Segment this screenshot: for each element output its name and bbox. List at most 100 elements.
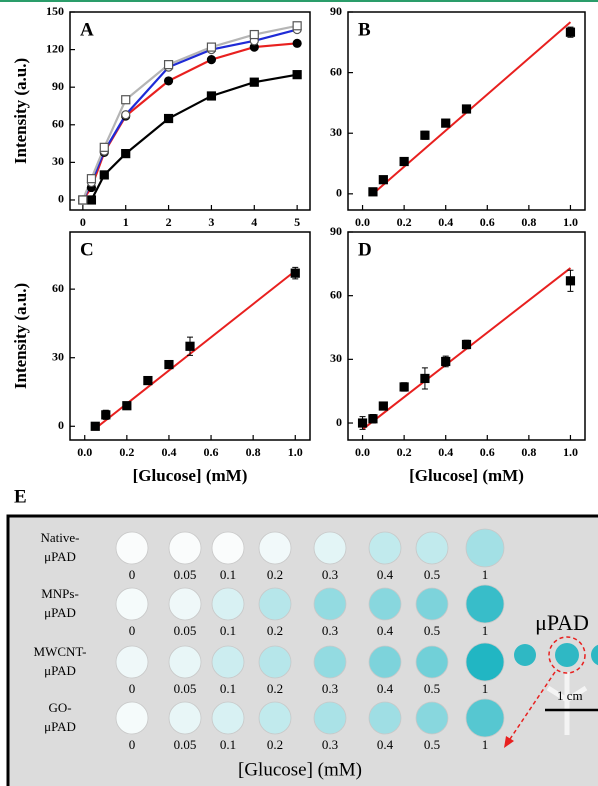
plot-frame bbox=[69, 11, 311, 211]
test-zone bbox=[115, 645, 149, 679]
test-zone bbox=[368, 701, 402, 735]
concentration-label: 0.3 bbox=[322, 681, 338, 696]
data-point bbox=[206, 55, 217, 65]
data-point bbox=[357, 418, 368, 428]
test-zone bbox=[415, 701, 449, 735]
data-point bbox=[292, 38, 302, 48]
test-zone bbox=[168, 587, 202, 621]
data-point bbox=[290, 268, 300, 278]
x-tick-label: 5 bbox=[294, 215, 300, 229]
device-channels bbox=[546, 672, 588, 735]
y-tick-label: 150 bbox=[46, 4, 64, 18]
plot-frame bbox=[69, 231, 311, 441]
x-tick-label: 1.0 bbox=[563, 215, 578, 229]
test-zone bbox=[313, 531, 347, 565]
test-zone bbox=[258, 531, 292, 565]
data-point bbox=[461, 339, 472, 350]
x-tick-label: 0.6 bbox=[480, 445, 495, 459]
x-tick-label: 1 bbox=[123, 215, 129, 229]
y-tick-label: 90 bbox=[52, 79, 64, 93]
data-point bbox=[249, 29, 259, 40]
y-tick-label: 90 bbox=[330, 224, 342, 238]
y-axis-label: Intensity (a.u.) bbox=[11, 58, 30, 164]
concentration-label: 0.2 bbox=[267, 681, 283, 696]
data-point bbox=[86, 195, 97, 205]
data-point bbox=[78, 195, 88, 205]
panel-label: E bbox=[14, 486, 27, 507]
data-point bbox=[292, 21, 302, 31]
photo-panel bbox=[6, 514, 598, 786]
row-label: μPAD bbox=[44, 663, 76, 678]
concentration-label: 0.5 bbox=[424, 623, 440, 638]
test-zone bbox=[258, 701, 292, 735]
data-point bbox=[292, 70, 302, 80]
data-point bbox=[368, 187, 378, 197]
data-point bbox=[122, 401, 132, 411]
data-point bbox=[378, 175, 388, 185]
series-line bbox=[82, 73, 298, 202]
y-tick-label: 0 bbox=[336, 186, 342, 200]
x-tick-label: 0.2 bbox=[397, 215, 412, 229]
concentration-label: 0.1 bbox=[220, 567, 236, 582]
row-label: μPAD bbox=[44, 605, 76, 620]
data-point bbox=[368, 414, 378, 424]
x-tick-label: 0.8 bbox=[521, 445, 536, 459]
concentration-label: 0.4 bbox=[377, 567, 394, 582]
y-tick-label: 0 bbox=[58, 418, 64, 432]
concentration-label: 0.3 bbox=[322, 567, 338, 582]
data-point bbox=[565, 27, 576, 37]
test-zone bbox=[415, 587, 449, 621]
data-point bbox=[399, 156, 409, 167]
x-tick-label: 1.0 bbox=[288, 445, 303, 459]
x-tick-label: 0.4 bbox=[438, 215, 453, 229]
concentration-label: 0.5 bbox=[424, 681, 440, 696]
x-tick-label: 0.0 bbox=[77, 445, 92, 459]
x-axis-label: [Glucose] (mM) bbox=[238, 759, 362, 780]
concentration-label: 0.1 bbox=[220, 681, 236, 696]
test-zone bbox=[368, 645, 402, 679]
test-zone bbox=[258, 645, 292, 679]
data-point bbox=[101, 410, 111, 420]
concentration-label: 0.5 bbox=[424, 567, 440, 582]
x-tick-label: 4 bbox=[251, 215, 257, 229]
data-point bbox=[90, 421, 100, 431]
test-zone bbox=[313, 645, 347, 679]
panel-label: C bbox=[80, 239, 94, 260]
row-label: μPAD bbox=[44, 719, 76, 734]
concentration-label: 1 bbox=[482, 681, 489, 696]
test-zone bbox=[415, 531, 449, 565]
test-zone bbox=[115, 587, 149, 621]
data-point bbox=[143, 375, 153, 386]
concentration-label: 0.4 bbox=[377, 623, 394, 638]
series-line bbox=[81, 24, 298, 201]
test-zone bbox=[211, 645, 245, 679]
data-point bbox=[185, 341, 195, 351]
y-axis-label: Intensity (a.u.) bbox=[11, 283, 30, 389]
data-point bbox=[99, 170, 109, 180]
concentration-label: 0.2 bbox=[267, 623, 283, 638]
concentration-label: 0.1 bbox=[220, 737, 236, 752]
test-zone bbox=[168, 701, 202, 735]
y-tick-label: 120 bbox=[46, 41, 64, 55]
test-zone bbox=[465, 528, 505, 568]
x-axis-label: [Glucose] (mM) bbox=[133, 466, 248, 485]
concentration-label: 0 bbox=[129, 681, 136, 696]
panel-label: A bbox=[80, 19, 94, 40]
test-zone bbox=[115, 531, 149, 565]
row-label: GO- bbox=[48, 700, 71, 715]
concentration-label: 0.4 bbox=[377, 681, 394, 696]
y-tick-label: 30 bbox=[330, 351, 342, 365]
concentration-label: 0.05 bbox=[174, 623, 197, 638]
y-tick-label: 0 bbox=[336, 415, 342, 429]
test-zone bbox=[115, 701, 149, 735]
data-point bbox=[164, 359, 174, 370]
y-tick-label: 60 bbox=[330, 64, 342, 78]
concentration-label: 1 bbox=[482, 737, 489, 752]
data-point bbox=[441, 356, 451, 367]
test-zone bbox=[313, 587, 347, 621]
y-tick-label: 60 bbox=[330, 287, 342, 301]
test-zone bbox=[211, 701, 245, 735]
data-point bbox=[121, 110, 131, 120]
concentration-label: 0.3 bbox=[322, 737, 338, 752]
concentration-label: 0.05 bbox=[174, 737, 197, 752]
